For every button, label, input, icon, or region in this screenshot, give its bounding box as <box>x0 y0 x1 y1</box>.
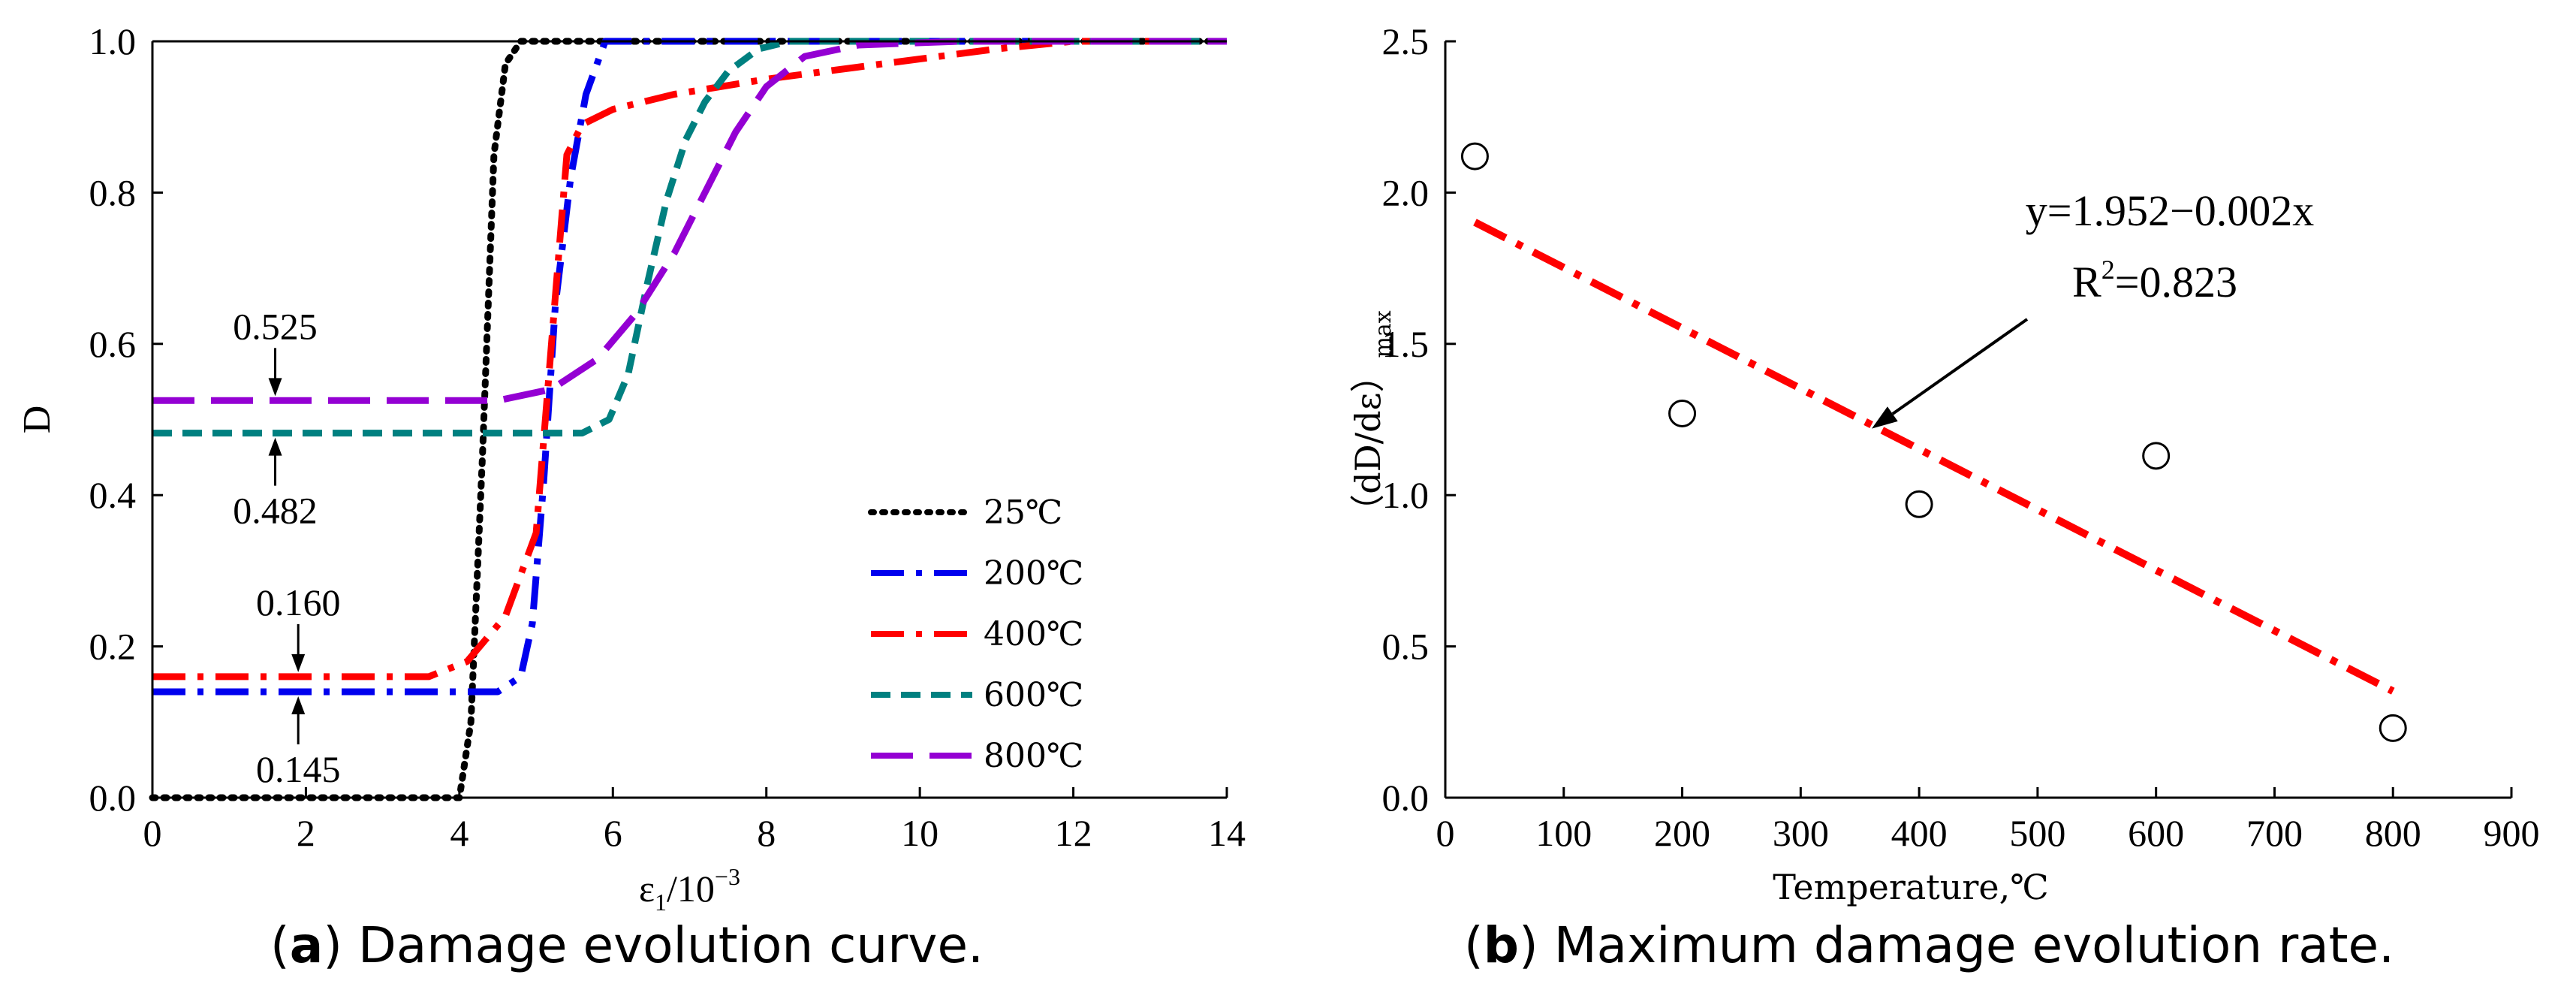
y-tick-label: 0.2 <box>89 626 137 668</box>
fit-line <box>1473 219 2395 695</box>
fit-arrowhead <box>1872 406 1898 429</box>
y-label-sub: max <box>1370 310 1396 358</box>
x-tick-label: 2 <box>297 812 315 854</box>
x-label-main: ε <box>639 868 655 910</box>
x-tick-label: 100 <box>1535 812 1592 854</box>
x-tick-label: 600 <box>2128 812 2184 854</box>
annotation-label: 0.145 <box>256 748 341 790</box>
x-tick-label: 400 <box>1891 812 1948 854</box>
y-axis-label: D <box>16 406 59 434</box>
x-label-sub: 1 <box>655 889 667 916</box>
legend-label-0: 25℃ <box>984 493 1062 532</box>
series-line-1 <box>152 38 1227 696</box>
legend-label-4: 800℃ <box>984 737 1083 775</box>
r2-letter: R <box>2072 258 2101 306</box>
annotation-arrowhead-2 <box>291 653 306 672</box>
x-tick-label: 0 <box>143 812 162 854</box>
x-tick-label: 500 <box>2009 812 2065 854</box>
annotation-arrowhead-1 <box>268 437 282 456</box>
data-point-3 <box>2142 442 2171 470</box>
x-tick-label: 14 <box>1208 812 1246 854</box>
annotation-label: 0.482 <box>233 490 318 532</box>
x-tick-label: 8 <box>757 812 776 854</box>
caption-b: (b) Maximum damage evolution rate. <box>1464 916 2395 974</box>
r2-value: =0.823 <box>2115 258 2237 306</box>
caption-a: (a) Damage evolution curve. <box>270 916 984 974</box>
r2-sup: 2 <box>2101 255 2115 285</box>
series-line-3 <box>152 38 1227 437</box>
x-tick-label: 300 <box>1773 812 1829 854</box>
x-axis-label: ε1/10−3 <box>639 863 740 916</box>
y-tick-label: 0.8 <box>89 171 137 213</box>
annotation-arrowhead-3 <box>291 696 306 715</box>
data-point-2 <box>1905 490 1933 518</box>
y-tick-label: 2.5 <box>1382 20 1430 62</box>
panel-a-damage-evolution-chart: 0.0 0.2 0.4 0.6 0.8 1.0 0 2 4 6 8 10 12 14 Dε1/10−3 0.5… <box>16 20 1246 916</box>
y-tick-label: 1.0 <box>1382 474 1430 516</box>
y-tick-label: 0.0 <box>1382 777 1430 819</box>
y-label-main: （dD/dε） <box>1348 358 1388 529</box>
annotation-label: 0.160 <box>256 581 341 623</box>
y-tick-label: 0.4 <box>89 474 137 516</box>
x-tick-label: 800 <box>2365 812 2421 854</box>
data-point-1 <box>1668 399 1697 427</box>
annotation-label: 0.525 <box>233 305 318 347</box>
y-tick-label: 2.0 <box>1382 171 1430 213</box>
r-squared-label: R2=0.823 <box>2072 255 2237 306</box>
legend-label-3: 600℃ <box>984 676 1083 714</box>
y-axis-label: （dD/dε）max <box>1348 310 1396 528</box>
y-tick-label: 1.0 <box>89 20 137 62</box>
x-label-tail: /10 <box>667 868 715 910</box>
data-point-0 <box>1460 142 1489 171</box>
x-label-sup: −3 <box>715 863 740 890</box>
fit-arrow <box>1891 318 2029 415</box>
equation-label: y=1.952−0.002x <box>2026 186 2314 235</box>
x-tick-label: 700 <box>2246 812 2303 854</box>
legend-label-1: 200℃ <box>984 554 1083 593</box>
x-tick-label: 0 <box>1436 812 1455 854</box>
annotation-arrowhead-0 <box>268 378 282 397</box>
x-tick-label: 200 <box>1654 812 1710 854</box>
x-tick-label: 900 <box>2484 812 2540 854</box>
x-tick-label: 10 <box>901 812 939 854</box>
panel-b-max-rate-chart: 0.0 0.5 1.0 1.5 2.0 2.5 0 100 200 300 400 500 600 700… <box>1348 20 2540 907</box>
x-axis-label: Temperature,℃ <box>1773 867 2048 907</box>
y-tick-label: 0.6 <box>89 323 137 365</box>
x-tick-label: 6 <box>604 812 622 854</box>
y-tick-label: 1.5 <box>1382 323 1430 365</box>
x-tick-label: 4 <box>450 812 469 854</box>
legend-label-2: 400℃ <box>984 615 1083 653</box>
y-tick-label: 0.0 <box>89 777 137 819</box>
x-tick-label: 12 <box>1055 812 1092 854</box>
series-line-2 <box>152 38 1227 681</box>
y-tick-label: 0.5 <box>1382 626 1430 668</box>
data-point-4 <box>2379 714 2407 742</box>
